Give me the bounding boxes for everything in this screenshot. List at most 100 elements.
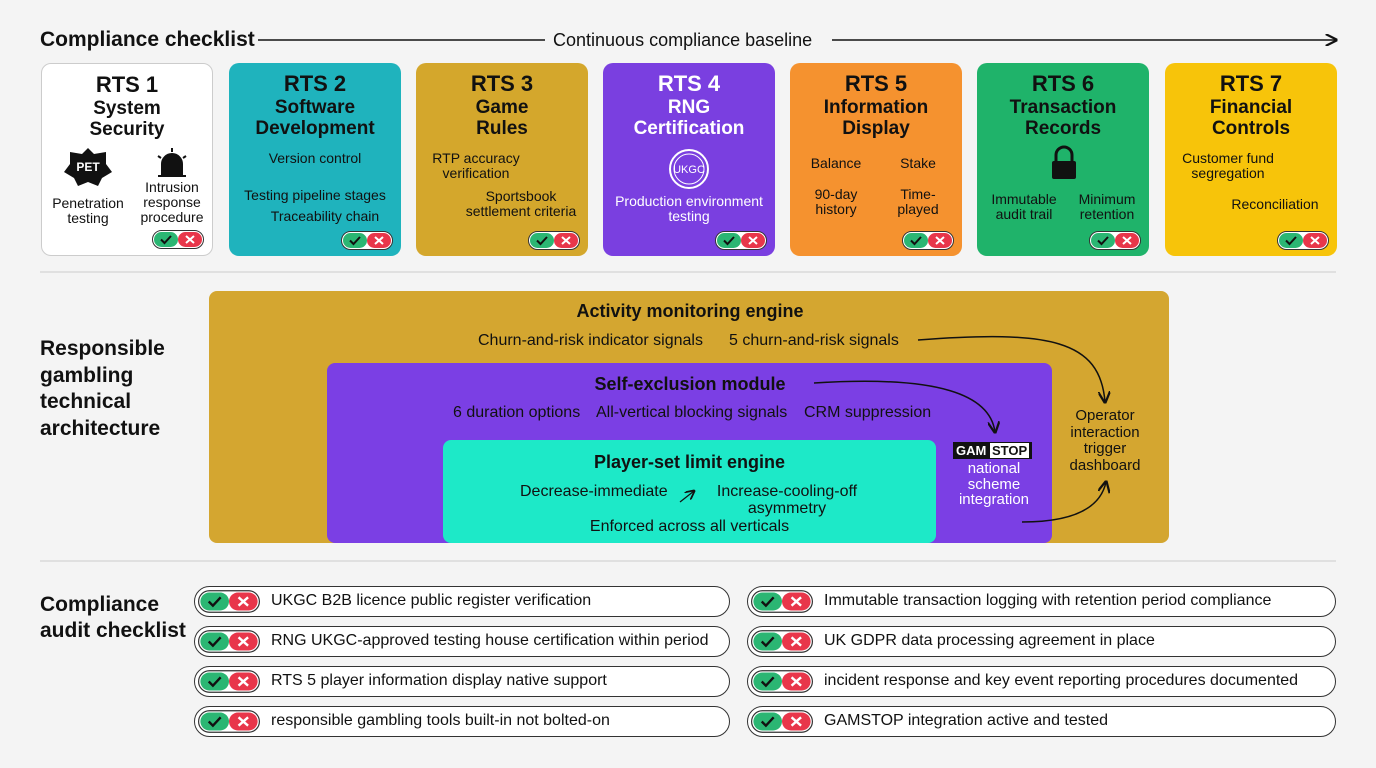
status-toggle [198, 670, 260, 693]
status-toggle [528, 231, 580, 250]
line: Records [1024, 118, 1102, 139]
card-code: RTS 5 [844, 71, 908, 96]
item: Reconciliation [1231, 196, 1319, 212]
logo-part: STOP [989, 443, 1030, 458]
item: Traceability chain [270, 208, 380, 224]
badge-text: PET [76, 160, 100, 174]
gamstop-logo: GAM STOP [953, 442, 1033, 459]
audit-text: Immutable transaction logging with reten… [824, 592, 1272, 609]
item: Decrease-immediate [520, 483, 668, 500]
item: 6 duration options [453, 404, 581, 421]
audit-item: Immutable transaction logging with reten… [747, 586, 1336, 617]
card: RTS 5 Information Display Balance Stake 9… [790, 63, 962, 256]
audit-text: responsible gambling tools built-in not … [271, 712, 610, 729]
badge-text: UKGC [673, 164, 705, 176]
status-toggle [751, 630, 813, 653]
audit-item: responsible gambling tools built-in not … [194, 706, 730, 737]
alarm-icon [157, 148, 187, 177]
status-toggle [198, 630, 260, 653]
status-toggle [751, 670, 813, 693]
audit-item: UKGC B2B licence public register verific… [194, 586, 730, 617]
item: Penetration testing [52, 195, 124, 226]
item: Sportsbook settlement criteria [465, 188, 577, 219]
item: CRM suppression [804, 404, 932, 421]
line: Rules [476, 118, 528, 139]
status-toggle [751, 710, 813, 733]
logo-part: GAM [956, 443, 987, 458]
audit-item: GAMSTOP integration active and tested [747, 706, 1336, 737]
audit-item: RTS 5 player information display native … [194, 666, 730, 697]
item: Production environment testing [615, 193, 763, 224]
item: Intrusion response procedure [140, 179, 204, 225]
status-toggle [1089, 231, 1141, 250]
item: Stake [900, 155, 936, 171]
status-toggle [198, 710, 260, 733]
card-name: Software Development [229, 97, 401, 139]
baseline-label: Continuous compliance baseline [553, 30, 813, 50]
item: All-vertical blocking signals [596, 404, 788, 421]
box-title: Activity monitoring engine [576, 301, 804, 321]
card: RTS 6 Transaction Records Immutable audit… [977, 63, 1149, 256]
box-title: Player-set limit engine [593, 452, 786, 472]
card-name: Transaction Records [977, 97, 1149, 139]
card: RTS 4 RNG Certification UKGC Production e… [603, 63, 775, 256]
card-code: RTS 3 [470, 71, 534, 96]
audit-text: RTS 5 player information display native … [271, 672, 607, 689]
audit-item: incident response and key event reportin… [747, 666, 1336, 697]
status-toggle [715, 231, 767, 250]
card-code: RTS 7 [1219, 71, 1283, 96]
line: Game [475, 97, 529, 118]
line: Development [255, 118, 375, 139]
box-title: Self-exclusion module [594, 374, 786, 394]
status-toggle [198, 590, 260, 613]
status-toggle [341, 231, 393, 250]
item: RTP accuracy verification [432, 150, 520, 181]
status-toggle [1277, 231, 1329, 250]
line: Software [274, 97, 356, 118]
card-code: RTS 2 [283, 71, 347, 96]
badge-icon: UKGC [669, 149, 709, 189]
item: 90-day history [814, 186, 858, 217]
item: 5 churn-and-risk signals [729, 332, 899, 349]
card-code: RTS 1 [95, 72, 159, 97]
card-name: Financial Controls [1165, 97, 1337, 139]
card: RTS 1 System Security PET Penetration tes… [41, 63, 213, 256]
line: Controls [1211, 118, 1291, 139]
card: RTS 7 Financial Controls Customer fund se… [1165, 63, 1337, 256]
item: Immutable audit trail [991, 191, 1057, 222]
audit-text: incident response and key event reportin… [824, 672, 1299, 689]
status-toggle [902, 231, 954, 250]
item: Testing pipeline stages [244, 187, 386, 203]
item: Churn-and-risk indicator signals [478, 332, 703, 349]
card-name: System Security [42, 98, 212, 140]
audit-item: RNG UKGC-approved testing house certific… [194, 626, 730, 657]
card-name: RNG Certification [603, 97, 775, 139]
card: RTS 2 Software Development Version contro… [229, 63, 401, 256]
line: Financial [1209, 97, 1293, 118]
audit-item: UK GDPR data processing agreement in pla… [747, 626, 1336, 657]
line: Transaction [1009, 97, 1117, 118]
item: Increase-cooling-off asymmetry [716, 483, 858, 517]
badge-icon: PET [64, 148, 112, 186]
item: Time-played [897, 186, 939, 217]
item: Version control [268, 150, 362, 166]
line: Certification [633, 118, 745, 139]
section-title: Responsible gambling technical architect… [40, 337, 165, 440]
item: Balance [810, 155, 862, 171]
card-code: RTS 4 [657, 71, 721, 96]
gamstop-text: national scheme integration [958, 460, 1030, 508]
audit-text: RNG UKGC-approved testing house certific… [271, 632, 709, 649]
section-title: Compliance audit checklist [40, 593, 186, 642]
lock-icon [1052, 145, 1076, 179]
dashboard: Operator interaction trigger dashboard [1069, 407, 1141, 474]
status-toggle [751, 590, 813, 613]
audit-text: UK GDPR data processing agreement in pla… [824, 632, 1155, 649]
card-name: Game Rules [416, 97, 588, 139]
line: Security [89, 119, 165, 140]
section-title: Compliance checklist [40, 28, 255, 51]
line: Display [842, 118, 910, 139]
item: Customer fund segregation [1182, 150, 1274, 181]
